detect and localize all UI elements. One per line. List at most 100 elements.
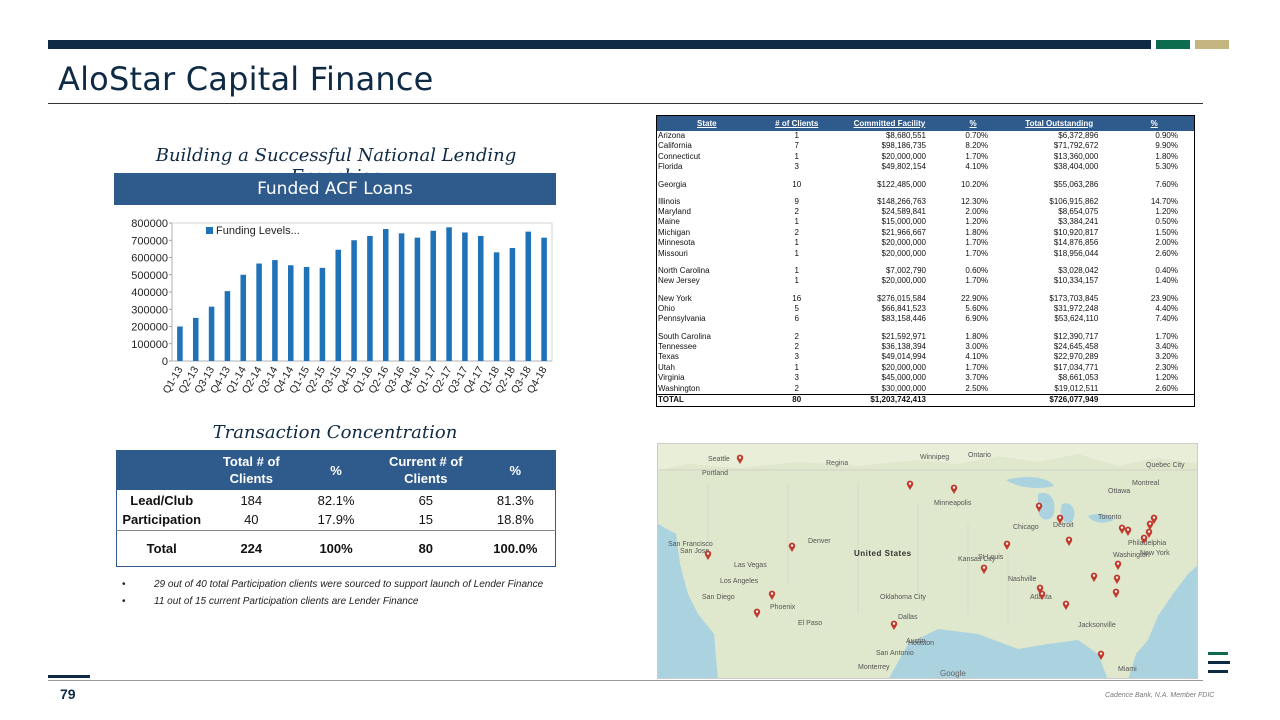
map-pin-icon[interactable] xyxy=(906,480,914,490)
map-pin-icon[interactable] xyxy=(950,484,958,494)
state-name: Michigan xyxy=(658,227,691,237)
map-pin-icon[interactable] xyxy=(1090,572,1098,582)
map-pin-icon[interactable] xyxy=(1124,526,1132,536)
map-pin-icon[interactable] xyxy=(980,564,988,574)
state-cell: 1.80% xyxy=(1155,151,1178,161)
map-place-label: Ontario xyxy=(968,452,991,459)
y-tick-label: 500000 xyxy=(131,270,168,282)
map-pin-icon[interactable] xyxy=(1140,534,1148,544)
state-cell: 1 xyxy=(794,362,799,372)
state-cell: $10,920,817 xyxy=(1053,227,1099,237)
map-pin-icon[interactable] xyxy=(1097,650,1105,660)
map-pin-icon[interactable] xyxy=(1035,502,1043,512)
map-place-label: Ottawa xyxy=(1108,488,1131,495)
state-cell: 2 xyxy=(794,331,799,341)
map-place-label: Houston xyxy=(908,640,935,647)
map-place-label: St Louis xyxy=(978,554,1004,561)
y-tick-label: 200000 xyxy=(131,322,168,334)
state-cell: $106,915,862 xyxy=(1049,196,1099,206)
state-cell: $7,002,790 xyxy=(885,266,926,275)
row-label: Total xyxy=(116,529,207,567)
table-cell: 15 xyxy=(418,512,434,528)
legend-swatch xyxy=(206,227,213,234)
state-cell: 1 xyxy=(794,130,799,140)
state-cell: 2.60% xyxy=(1155,248,1178,258)
transaction-header-cell xyxy=(116,450,207,490)
us-client-map[interactable]: Winnipeg Regina Ontario Quebec City Montreal… xyxy=(657,443,1198,679)
google-attribution: Google xyxy=(940,669,966,678)
state-cell: 3 xyxy=(794,373,799,383)
transaction-header-cell: Current # of Clients xyxy=(375,450,476,490)
map-pin-icon[interactable] xyxy=(1114,560,1122,570)
map-pin-icon[interactable] xyxy=(1145,528,1153,538)
state-total-row: TOTAL 80 $1,203,742,413 $726,077,949 xyxy=(656,393,1195,407)
state-cell: $45,000,000 xyxy=(881,373,927,383)
state-cell: 2.60% xyxy=(1155,383,1178,393)
funded-loans-chart: 800000 700000 600000 500000 400000 300000 2000… xyxy=(114,205,556,410)
map-pin-icon[interactable] xyxy=(1113,574,1121,584)
state-row: Illinois 9 $148,266,763 12.30% $106,915,862 1… xyxy=(657,190,1195,207)
state-cell: 6.90% xyxy=(965,314,989,324)
state-cell: $276,015,584 xyxy=(877,293,926,303)
chart-bar xyxy=(382,229,389,361)
state-cell: $10,334,157 xyxy=(1053,276,1099,286)
state-cell: 22.90% xyxy=(960,293,989,303)
state-cell: 5 xyxy=(794,303,799,313)
map-pin-icon[interactable] xyxy=(890,620,898,630)
map-pin-icon[interactable] xyxy=(704,550,712,560)
bullet-item: 29 out of 40 total Participation clients… xyxy=(122,578,552,592)
state-name: Virginia xyxy=(658,373,685,383)
map-pin-icon[interactable] xyxy=(736,454,744,464)
state-row: Arizona 1 $8,680,551 0.70% $6,372,896 0.90% xyxy=(657,131,1195,142)
map-pin-icon[interactable] xyxy=(753,608,761,618)
transaction-header-row: Total # of Clients % Current # of Client… xyxy=(116,450,556,490)
map-pin-icon[interactable] xyxy=(768,590,776,600)
transaction-header-cell: Total # of Clients xyxy=(206,450,297,490)
chart-bar xyxy=(351,240,357,361)
state-row: North Carolina 1 $7,002,790 0.60% $3,028,042… xyxy=(657,259,1195,276)
map-pin-icon[interactable] xyxy=(1038,590,1046,600)
map-pin-icon[interactable] xyxy=(1036,584,1044,594)
map-pin-icon[interactable] xyxy=(1146,520,1154,530)
state-cell: 7.40% xyxy=(1155,314,1178,324)
state-name: Maine xyxy=(658,217,680,227)
chart-bar xyxy=(477,235,484,361)
map-place-label: Winnipeg xyxy=(920,454,950,461)
map-pin-icon[interactable] xyxy=(1112,588,1120,598)
map-pin-icon[interactable] xyxy=(1065,536,1073,546)
map-place-label: Los Angeles xyxy=(720,578,759,585)
map-place-label: Toronto xyxy=(1098,514,1122,521)
state-row: Pennsylvania 6 $83,158,446 6.90% $53,624,110… xyxy=(657,314,1195,325)
y-tick-label: 300000 xyxy=(131,304,168,316)
chart-bar xyxy=(303,266,310,361)
state-cell: 12.30% xyxy=(960,196,989,206)
map-place-label: San Jose xyxy=(680,548,710,555)
state-cell: 4.10% xyxy=(965,162,989,172)
state-name: North Carolina xyxy=(658,266,710,275)
chart-header: Funded ACF Loans xyxy=(114,173,556,205)
table-cell: 80 xyxy=(375,529,476,567)
map-pin-icon[interactable] xyxy=(1056,514,1064,524)
state-cell: $14,876,856 xyxy=(1053,238,1099,248)
map-pin-icon[interactable] xyxy=(1118,524,1126,534)
table-cell: 82.1% xyxy=(317,492,355,508)
chart-bar xyxy=(287,265,294,361)
state-row: Georgia 10 $122,485,000 10.20% $55,063,286 7.… xyxy=(657,173,1195,190)
state-cell: 23.90% xyxy=(1150,293,1178,303)
chart-bar xyxy=(335,249,342,361)
map-place-label: Seattle xyxy=(708,456,730,463)
state-cell: 1 xyxy=(794,248,799,258)
state-cell: $66,841,523 xyxy=(881,303,927,313)
state-name: Pennsylvania xyxy=(658,314,706,324)
chart-bar xyxy=(398,233,405,361)
state-row: Utah 1 $20,000,000 1.70% $17,034,771 2.30% xyxy=(657,363,1195,374)
state-row: Minnesota 1 $20,000,000 1.70% $14,876,856 2.0… xyxy=(657,238,1195,249)
map-pin-icon[interactable] xyxy=(788,542,796,552)
state-row: Missouri 1 $20,000,000 1.70% $18,956,044 2.60… xyxy=(657,249,1195,260)
bullet-list: 29 out of 40 total Participation clients… xyxy=(122,578,552,612)
map-pin-icon[interactable] xyxy=(1062,600,1070,610)
state-cell: $8,680,551 xyxy=(885,130,926,140)
map-pin-icon[interactable] xyxy=(1003,540,1011,550)
map-place-label: Las Vegas xyxy=(734,562,767,569)
map-pin-icon[interactable] xyxy=(1150,514,1158,524)
